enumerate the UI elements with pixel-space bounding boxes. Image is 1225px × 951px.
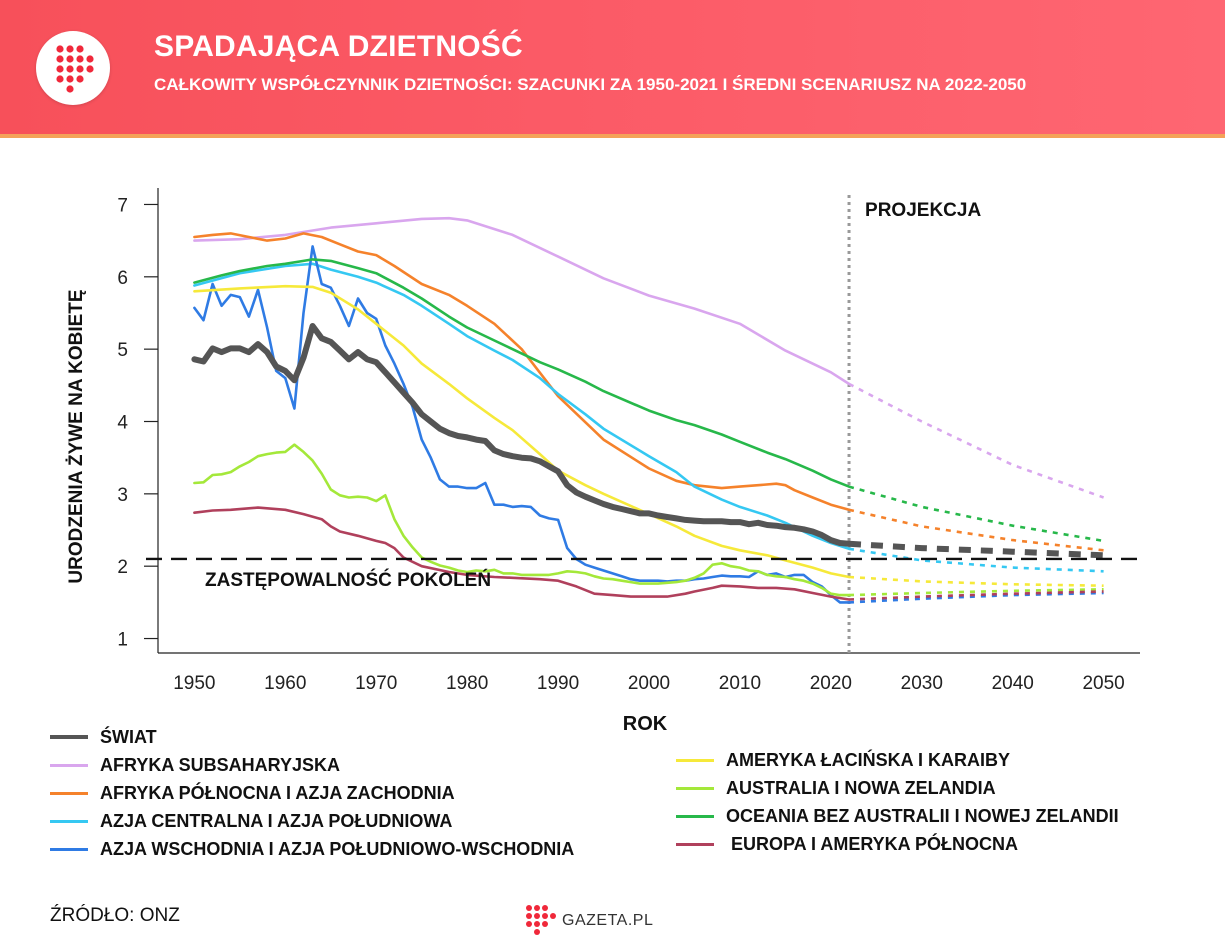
fertility-line-chart: 1 2 3 4 5 6 7 1950 1960 1970 1980 1990 2000 2010 2020 2… xyxy=(66,188,1145,735)
series-4-line xyxy=(193,245,851,604)
legend-item: AFRYKA SUBSAHARYJSKA xyxy=(50,753,340,777)
series-0-line xyxy=(191,323,852,547)
series-2-projection-line xyxy=(848,508,1104,552)
x-tick-label: 1970 xyxy=(355,673,397,694)
series-6-line xyxy=(193,443,851,597)
x-tick-label: 2000 xyxy=(628,673,670,694)
x-tick-label: 1980 xyxy=(446,673,488,694)
legend-item: ŚWIAT xyxy=(50,725,157,749)
legend-swatch xyxy=(50,735,88,739)
x-tick-label: 2030 xyxy=(901,673,943,694)
y-tick-label: 5 xyxy=(117,340,128,361)
legend-swatch xyxy=(50,763,88,767)
y-tick-label: 1 xyxy=(117,630,128,651)
series-5-line xyxy=(193,284,851,579)
x-tick-label: 2050 xyxy=(1082,673,1124,694)
legend-item: AZJA CENTRALNA I AZJA POŁUDNIOWA xyxy=(50,809,452,833)
legend-item: EUROPA I AMERYKA PÓŁNOCNA xyxy=(676,832,1018,856)
series-3-projection-line xyxy=(848,547,1104,573)
legend-swatch xyxy=(676,758,714,762)
legend-item: AUSTRALIA I NOWA ZELANDIA xyxy=(676,776,996,800)
series-7-projection-line xyxy=(848,485,1104,543)
legend-swatch xyxy=(676,842,714,846)
x-tick-label: 1950 xyxy=(173,673,215,694)
series-8-projection-line xyxy=(848,590,1104,601)
legend-label: AFRYKA SUBSAHARYJSKA xyxy=(100,754,341,775)
gazeta-dots-icon xyxy=(526,905,556,935)
page-title: SPADAJĄCA DZIETNOŚĆ xyxy=(154,30,523,63)
brand-name: GAZETA.PL xyxy=(562,912,654,929)
gazeta-logo-icon xyxy=(36,31,110,105)
legend-swatch xyxy=(50,847,88,851)
page-subtitle: CAŁKOWITY WSPÓŁCZYNNIK DZIETNOŚCI: SZACU… xyxy=(154,75,1027,94)
legend-swatch xyxy=(676,786,714,790)
series-4-projection-line xyxy=(848,591,1104,604)
series-1-line xyxy=(193,216,851,386)
x-tick-label: 2040 xyxy=(992,673,1034,694)
legend-swatch xyxy=(676,814,714,818)
legend-label: AFRYKA PÓŁNOCNA I AZJA ZACHODNIA xyxy=(100,782,455,803)
y-tick-label: 7 xyxy=(117,195,128,216)
x-axis-label: ROK xyxy=(623,713,668,735)
legend-label: OCEANIA BEZ AUSTRALII I NOWEJ ZELANDII xyxy=(726,805,1119,826)
replacement-level-label: ZASTĘPOWALNOŚĆ POKOLEŃ xyxy=(205,569,491,591)
x-tick-label: 2010 xyxy=(719,673,761,694)
series-6-projection-line xyxy=(848,588,1104,597)
series-7-line xyxy=(193,258,851,488)
series-3-line xyxy=(193,262,851,551)
legend-label: EUROPA I AMERYKA PÓŁNOCNA xyxy=(726,833,1019,854)
y-tick-label: 6 xyxy=(117,268,128,289)
legend-item: OCEANIA BEZ AUSTRALII I NOWEJ ZELANDII xyxy=(676,804,1119,828)
legend-item: AMERYKA ŁACIŃSKA I KARAIBY xyxy=(676,748,1010,772)
series-1-projection-line xyxy=(848,382,1105,499)
x-tick-label: 2020 xyxy=(810,673,852,694)
legend-item: AZJA WSCHODNIA I AZJA POŁUDNIOWO-WSCHODN… xyxy=(50,837,574,861)
legend-label: AMERYKA ŁACIŃSKA I KARAIBY xyxy=(726,749,1011,770)
y-tick-label: 2 xyxy=(117,557,128,578)
legend-label: AUSTRALIA I NOWA ZELANDIA xyxy=(726,777,996,798)
series-0-projection-line xyxy=(848,540,1104,559)
legend-label: AZJA WSCHODNIA I AZJA POŁUDNIOWO-WSCHODN… xyxy=(100,838,575,859)
x-tick-label: 1990 xyxy=(537,673,579,694)
legend-swatch xyxy=(50,791,88,795)
y-tick-label: 3 xyxy=(117,485,128,506)
series-2-line xyxy=(193,232,851,512)
brand-footer[interactable]: GAZETA.PL xyxy=(522,904,653,938)
header-banner: SPADAJĄCA DZIETNOŚĆ CAŁKOWITY WSPÓŁCZYNN… xyxy=(0,0,1225,138)
legend-label: ŚWIAT xyxy=(100,726,157,747)
series-8-line xyxy=(193,506,851,601)
x-tick-label: 1960 xyxy=(264,673,306,694)
legend-swatch xyxy=(50,819,88,823)
y-tick-label: 4 xyxy=(117,413,128,434)
series-5-projection-line xyxy=(848,575,1104,587)
legend-item: AFRYKA PÓŁNOCNA I AZJA ZACHODNIA xyxy=(50,781,455,805)
projection-label: PROJEKCJA xyxy=(865,200,981,221)
source-note: ŹRÓDŁO: ONZ xyxy=(50,905,180,926)
y-axis-label: URODZENIA ŻYWE NA KOBIETĘ xyxy=(66,289,87,583)
legend-label: AZJA CENTRALNA I AZJA POŁUDNIOWA xyxy=(100,810,453,831)
